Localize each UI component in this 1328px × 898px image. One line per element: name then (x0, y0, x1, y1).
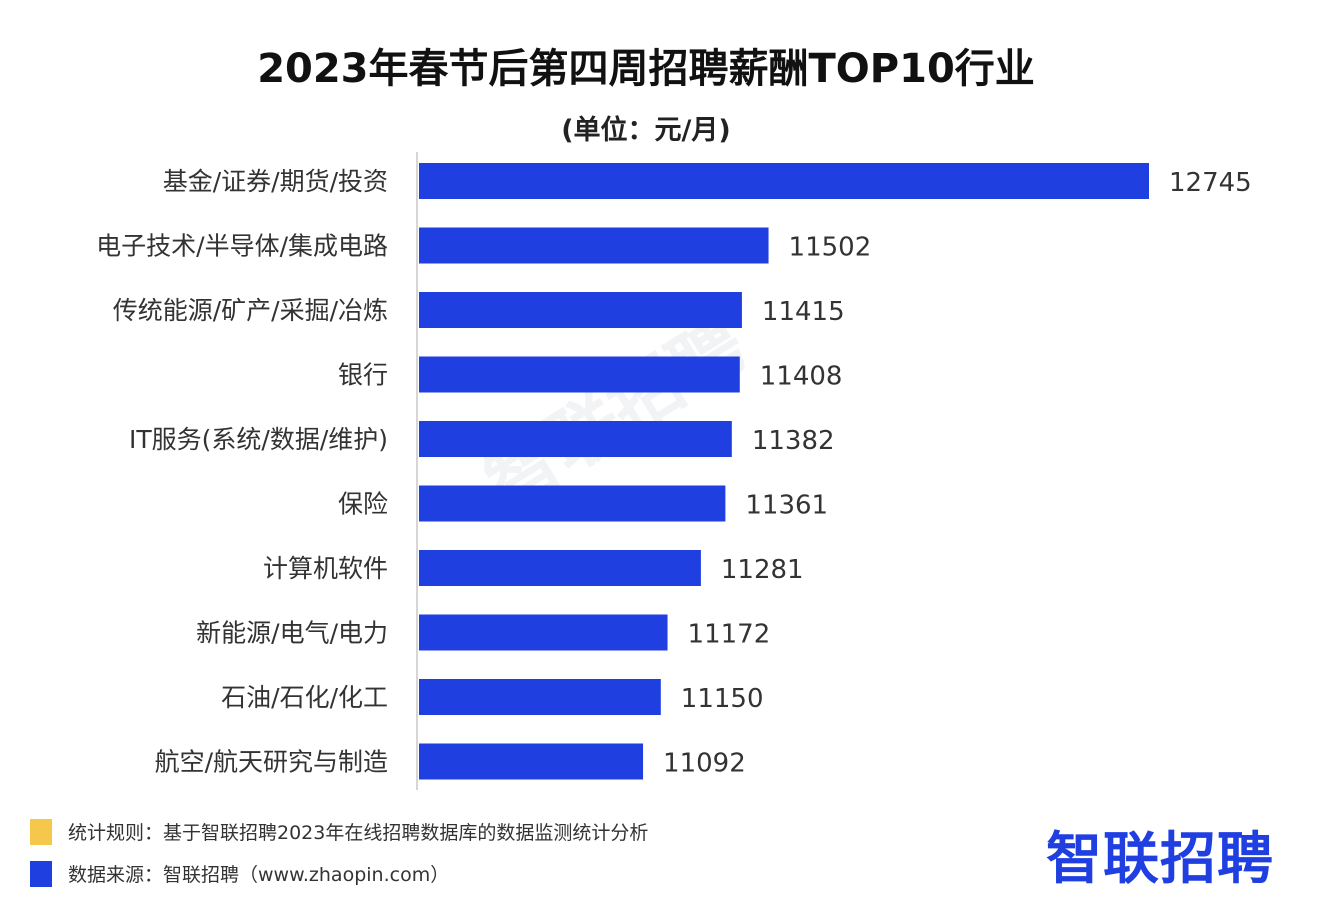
category-label: 基金/证券/期货/投资 (163, 167, 388, 196)
category-label: 保险 (338, 490, 388, 519)
chart-subtitle: (单位：元/月) (561, 115, 731, 146)
value-label: 11408 (760, 362, 843, 392)
bar (419, 679, 661, 715)
value-label: 11150 (681, 684, 764, 714)
source-text: 数据来源：智联招聘（www.zhaopin.com） (68, 864, 450, 886)
category-label: 传统能源/矿产/采掘/冶炼 (113, 296, 388, 325)
category-label: 新能源/电气/电力 (196, 619, 388, 648)
chart-title: 2023年春节后第四周招聘薪酬TOP10行业 (257, 46, 1035, 92)
bar (419, 227, 769, 264)
category-label: 石油/石化/化工 (221, 683, 388, 712)
category-label: IT服务(系统/数据/维护) (129, 425, 388, 454)
bar (419, 485, 726, 522)
category-label: 航空/航天研究与制造 (155, 748, 388, 777)
bar (419, 163, 1149, 199)
footer-source: 数据来源：智联招聘（www.zhaopin.com） (30, 860, 449, 887)
bar (419, 550, 701, 586)
value-label: 11092 (663, 749, 746, 779)
category-label: 电子技术/半导体/集成电路 (96, 232, 388, 261)
bar (419, 743, 644, 780)
value-label: 12745 (1169, 168, 1252, 198)
value-label: 11281 (721, 555, 804, 585)
value-label: 11361 (745, 491, 828, 521)
category-label: 银行 (338, 361, 388, 390)
rule-text: 统计规则：基于智联招聘2023年在线招聘数据库的数据监测统计分析 (68, 822, 649, 844)
zhaopin-logo: 智联招聘 (1046, 827, 1274, 892)
bar (419, 356, 740, 393)
bar-chart: 基金/证券/期货/投资 12745 电子技术/半导体/集成电路 11502 传统能源/矿… (96, 152, 1252, 790)
value-label: 11502 (789, 233, 872, 263)
bar (419, 421, 732, 457)
value-label: 11382 (752, 426, 835, 456)
value-label: 11415 (762, 297, 845, 327)
rule-swatch (30, 818, 52, 845)
bar (419, 292, 742, 328)
footer-rule: 统计规则：基于智联招聘2023年在线招聘数据库的数据监测统计分析 (30, 818, 648, 845)
value-label: 11172 (688, 620, 771, 650)
bar (419, 614, 668, 651)
source-swatch (30, 860, 52, 887)
category-label: 计算机软件 (263, 554, 388, 583)
